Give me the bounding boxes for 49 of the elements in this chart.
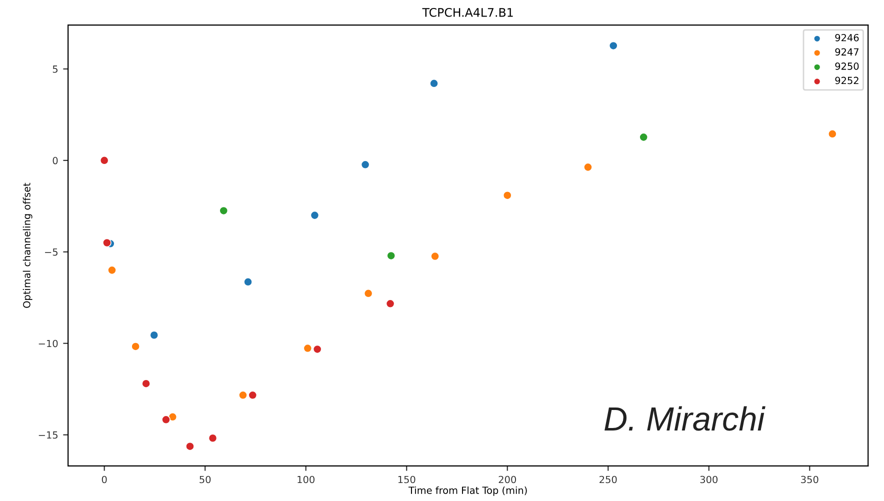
legend-label: 9250	[835, 62, 859, 70]
point	[312, 344, 322, 354]
x-tick-label: 350	[801, 476, 818, 484]
y-axis-title: Optimal channeling offset	[22, 182, 32, 308]
x-tick-label: 50	[200, 476, 211, 484]
point	[142, 379, 151, 388]
x-tick-label: 100	[298, 476, 314, 484]
legend-label: 9252	[835, 76, 858, 84]
legend-label: 9246	[835, 34, 859, 42]
point	[150, 330, 159, 340]
point	[102, 238, 112, 248]
point	[386, 299, 395, 308]
point	[584, 162, 592, 172]
point	[131, 342, 140, 351]
point	[303, 344, 312, 353]
point	[502, 190, 512, 200]
point	[828, 129, 837, 138]
point	[430, 78, 438, 88]
annotation: D. Mirarchi	[604, 406, 766, 431]
point	[360, 160, 370, 170]
point	[238, 390, 248, 400]
x-tick-label: 250	[600, 476, 617, 484]
point	[430, 252, 440, 261]
point	[208, 434, 218, 443]
point	[248, 390, 258, 400]
point	[608, 41, 618, 50]
point	[168, 412, 178, 422]
point	[186, 442, 194, 451]
legend-label: 9247	[835, 48, 859, 56]
point	[310, 210, 320, 220]
chart-title: TCPCH.A4L7.B1	[422, 8, 513, 17]
y-tick-label: 0	[52, 156, 58, 164]
y-tick-label: −10	[38, 340, 58, 348]
point	[364, 288, 373, 298]
point	[162, 415, 170, 424]
point	[639, 132, 648, 142]
point	[219, 206, 228, 216]
point	[100, 156, 109, 165]
point	[108, 266, 116, 275]
y-tick-label: −15	[38, 431, 58, 439]
point	[244, 277, 252, 286]
x-tick-label: 300	[700, 476, 718, 484]
x-tick-label: 200	[498, 476, 516, 484]
x-tick-label: 0	[102, 476, 107, 484]
y-tick-label: −5	[45, 248, 58, 256]
point	[386, 251, 396, 260]
x-tick-label: 150	[398, 476, 416, 484]
x-axis-title: Time from Flat Top (min)	[408, 486, 527, 496]
y-tick-label: 5	[52, 66, 58, 73]
